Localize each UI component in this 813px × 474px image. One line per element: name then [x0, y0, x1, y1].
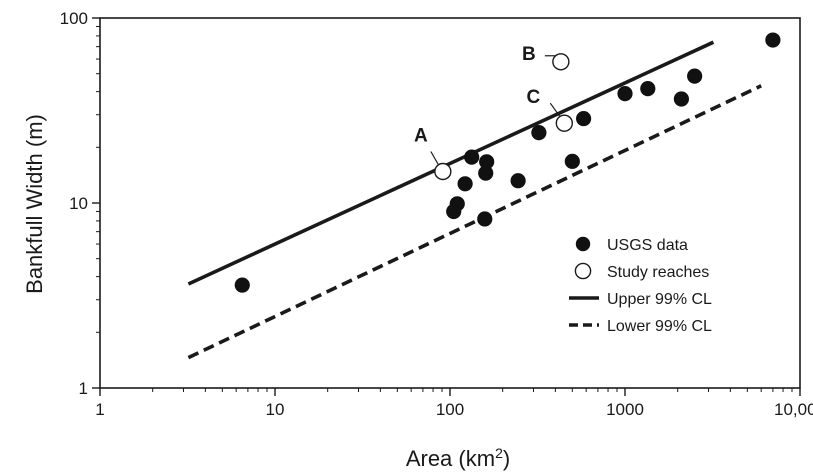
x-axis-title-superscript: 2	[495, 445, 503, 461]
usgs-data-point	[478, 165, 494, 181]
usgs-data-point	[765, 32, 781, 48]
legend: USGS data Study reaches Upper 99% CL Lower …	[569, 236, 712, 335]
usgs-data-point	[575, 110, 592, 127]
legend-label: Study reaches	[607, 264, 709, 281]
usgs-data-point	[510, 173, 526, 189]
x-axis-title-main: Area (km	[406, 446, 495, 471]
upper-ci-line	[187, 40, 715, 286]
study-reach-label: A	[414, 126, 428, 147]
x-axis-title-suffix: )	[503, 446, 510, 471]
legend-label: Upper 99% CL	[607, 291, 712, 308]
usgs-data-point	[457, 176, 473, 192]
x-tick-label: 1	[95, 400, 104, 419]
x-tick-label: 100	[436, 400, 464, 419]
usgs-data-point	[479, 154, 495, 170]
x-tick-label: 10	[266, 400, 285, 419]
y-tick-label: 1	[79, 379, 88, 398]
usgs-data-point	[477, 211, 493, 227]
study-reach-leader-line	[549, 102, 561, 118]
legend-label: Lower 99% CL	[607, 318, 712, 335]
x-tick-label: 1000	[606, 400, 644, 419]
usgs-data-point	[673, 91, 689, 107]
usgs-data-point	[564, 153, 580, 169]
usgs-data-point	[687, 68, 703, 84]
x-axis: 1 10 100 1000 10,000	[95, 388, 813, 419]
usgs-data-point	[449, 196, 465, 212]
study-reach-point	[552, 53, 570, 71]
study-reach-point	[555, 114, 574, 132]
x-axis-title: Area (km2)	[406, 445, 510, 471]
y-axis-title: Bankfull Width (m)	[22, 114, 47, 294]
x-tick-label: 10,000	[774, 400, 813, 419]
usgs-data-point	[234, 277, 250, 293]
y-axis: 1 10 100	[60, 9, 100, 398]
y-tick-label: 10	[69, 194, 88, 213]
study-reach-leader-line	[430, 151, 440, 166]
study-reach-label: C	[526, 87, 540, 108]
legend-filled-marker	[575, 236, 591, 252]
usgs-data-point	[640, 81, 656, 97]
study-reach-label: B	[522, 44, 536, 65]
usgs-data-point	[617, 86, 633, 102]
legend-label: USGS data	[607, 237, 688, 254]
y-tick-label: 100	[60, 9, 88, 28]
usgs-data-point	[531, 125, 547, 141]
lower-ci-line	[187, 84, 762, 360]
series-layer: A B C	[187, 32, 781, 360]
usgs-data-point	[464, 149, 480, 165]
study-reach-point	[434, 162, 452, 181]
legend-open-marker	[574, 262, 592, 280]
